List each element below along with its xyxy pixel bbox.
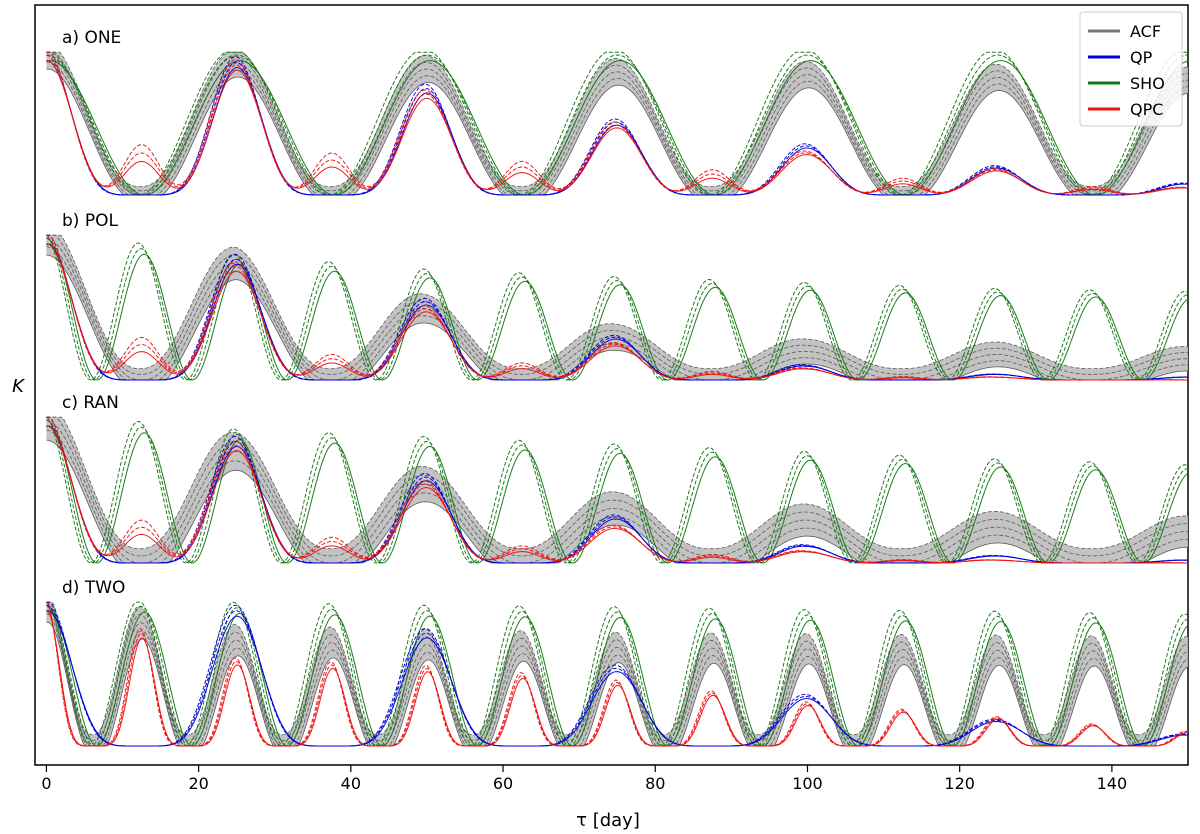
legend-box [1079,11,1183,127]
sho-line-panel-1-0 [46,243,1189,381]
acf-band-panel-2 [46,417,1188,563]
sho-line-panel-2-2 [46,416,1189,564]
x-tick-label-5: 100 [792,774,823,793]
panel-1: b) POL [46,211,1189,381]
plot-frame [34,4,1189,766]
panel-label-0: a) ONE [62,28,121,48]
x-tick-label-0: 0 [41,774,51,793]
acf-line-panel-3-1 [46,613,1189,747]
legend-label-sho: SHO [1130,74,1165,93]
acf-line-panel-3-3 [46,601,1189,741]
panel-label-1: b) POL [62,211,118,231]
acf-line-panel-1-4 [46,234,1189,370]
panel-label-3: d) TWO [62,578,125,598]
panel-2: c) RAN [46,393,1189,564]
legend: ACF QP SHO QPC [1079,11,1183,127]
sho-line-panel-0-1 [46,54,1189,196]
acf-line-panel-2-3 [46,416,1189,557]
acf-band-panel-3 [46,602,1188,746]
qpc-line-panel-2-2 [46,416,1189,564]
qpc-line-panel-0-1 [46,54,1189,195]
sho-line-panel-3-1 [46,604,1189,747]
acf-line-panel-3-4 [46,601,1189,736]
acf-line-panel-2-0 [46,439,1189,564]
acf-line-panel-1-1 [46,246,1188,381]
acf-line-panel-2-2 [46,419,1189,564]
acf-line-panel-0-4 [46,51,1189,188]
acf-line-panel-3-0 [46,621,1189,747]
x-axis-label: τ [day] [576,810,640,831]
qp-line-panel-1-2 [46,234,1189,381]
x-tick-label-4: 80 [645,774,665,793]
acf-line-panel-2-4 [46,416,1189,550]
qpc-line-panel-3-1 [46,604,1189,747]
acf-line-panel-0-2 [46,54,1189,196]
x-tick-label-6: 120 [944,774,975,793]
qpc-line-panel-3-0 [46,610,1189,747]
panel-3: d) TWO [46,578,1189,747]
sho-line-panel-0-2 [46,51,1188,196]
sho-line-panel-2-1 [46,419,1189,564]
x-tick-label-1: 20 [188,774,208,793]
legend-label-acf: ACF [1130,22,1161,41]
qp-line-panel-0-2 [46,51,1189,196]
qpc-line-panel-0-0 [46,60,1189,195]
panel-label-2: c) RAN [62,393,119,413]
acf-line-panel-2-1 [46,429,1189,564]
sho-line-panel-0-0 [46,60,1189,196]
qpc-line-panel-1-2 [46,234,1189,381]
x-tick-label-7: 140 [1097,774,1128,793]
qp-line-panel-3-1 [46,604,1189,747]
sho-line-panel-1-2 [46,234,1189,381]
acf-line-panel-3-2 [46,604,1189,747]
acf-band-panel-1 [46,235,1188,380]
qp-line-panel-3-2 [46,601,1189,747]
x-axis: 0 20 40 60 80 100 120 140 [41,765,1127,793]
qpc-line-panel-3-2 [46,601,1189,747]
qp-line-panel-2-2 [46,416,1189,564]
qp-line-panel-0-1 [46,54,1189,196]
panel-0: a) ONE [46,28,1189,196]
panels-group: a) ONE b) POL c) RAN d) TWO [46,28,1189,747]
x-tick-label-2: 40 [341,774,361,793]
qpc-line-panel-0-2 [46,51,1189,195]
sho-line-panel-3-0 [46,610,1189,747]
sho-line-panel-3-2 [46,601,1189,747]
acf-line-panel-1-0 [46,254,1189,381]
acf-line-panel-1-2 [46,237,1189,381]
acf-band-panel-0 [46,52,1188,196]
legend-label-qpc: QPC [1130,100,1163,119]
qp-line-panel-2-0 [46,425,1189,564]
legend-label-qp: QP [1130,48,1153,67]
acf-line-panel-0-0 [46,68,1189,196]
x-tick-label-3: 60 [493,774,513,793]
y-axis-label: K [12,376,25,397]
qp-line-panel-3-0 [46,610,1189,747]
